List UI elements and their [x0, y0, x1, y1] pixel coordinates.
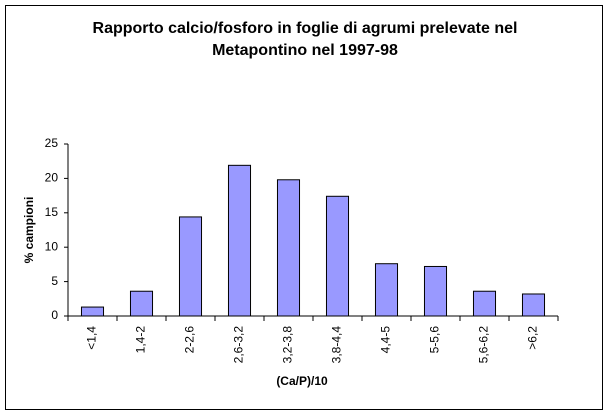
x-tick-label: 3,2-3,8: [281, 326, 295, 364]
x-tick-label: 5,6-6,2: [477, 326, 491, 364]
y-axis-label: % campioni: [22, 197, 36, 264]
bar: [178, 216, 203, 317]
y-tick-label: 25: [45, 136, 59, 150]
x-tick-label: 5-5,6: [428, 326, 442, 354]
y-tick-label: 5: [51, 274, 58, 288]
bar: [325, 195, 350, 317]
x-tick-label: 2,6-3,2: [232, 326, 246, 364]
x-tick-label: 2-2,6: [183, 326, 197, 354]
bar: [276, 179, 301, 317]
x-tick-label: 1,4-2: [134, 326, 148, 354]
bar: [227, 164, 252, 317]
x-tick-label: 3,8-4,4: [330, 326, 344, 364]
bar: [374, 263, 399, 317]
bar: [423, 265, 448, 317]
x-axis-label: (Ca/P)/10: [276, 374, 328, 388]
x-tick-label: >6,2: [526, 326, 540, 350]
bar: [521, 293, 546, 317]
y-tick-label: 10: [45, 239, 59, 253]
x-tick-label: <1,4: [85, 326, 99, 350]
y-tick-label: 15: [45, 205, 59, 219]
x-tick-label: 4,4-5: [379, 326, 393, 354]
chart-frame: [5, 5, 603, 410]
bar: [129, 290, 154, 317]
bar: [80, 306, 105, 317]
bar: [472, 290, 497, 317]
chart-title: Rapporto calcio/fosforo in foglie di agr…: [92, 20, 518, 59]
y-tick-label: 20: [45, 171, 59, 185]
y-tick-label: 0: [51, 308, 58, 322]
